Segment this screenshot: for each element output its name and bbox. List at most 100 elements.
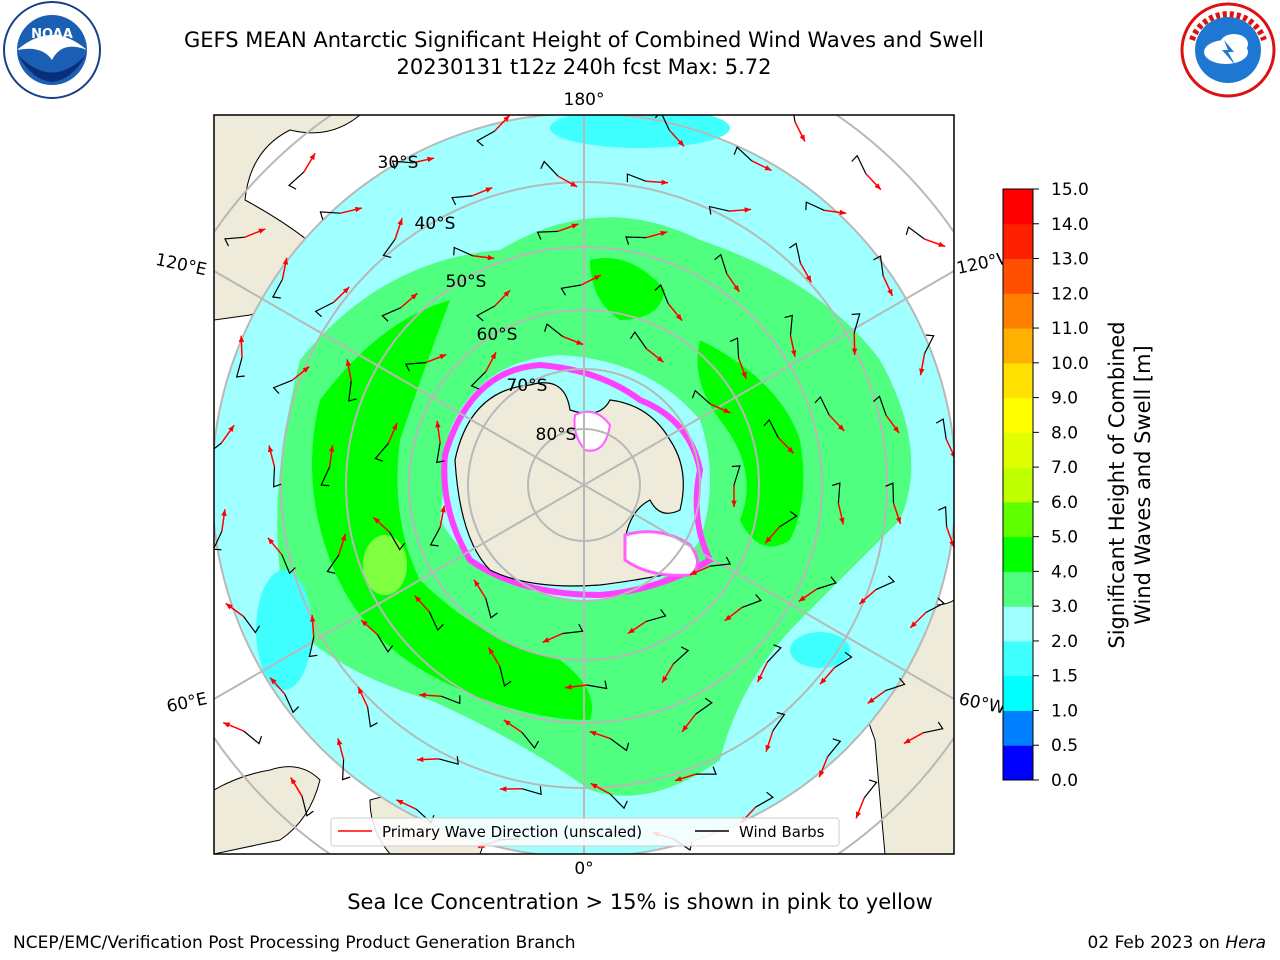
- wave-arrow-head: [354, 206, 362, 213]
- wind-barb: [272, 379, 293, 395]
- wind-barb: [404, 362, 426, 372]
- colorbar-segment: [1003, 397, 1033, 433]
- wave-arrow-head: [329, 445, 335, 452]
- wave-arrow-head: [487, 254, 495, 261]
- wave-arrow-head: [419, 692, 426, 698]
- wave-arrow-head: [819, 770, 825, 778]
- wave-arrow-head: [396, 799, 404, 805]
- wind-barb: [696, 766, 717, 775]
- wave-band-4-5: [312, 300, 592, 720]
- wind-barb: [476, 305, 495, 322]
- wave-arrow-head: [859, 597, 866, 605]
- graticule: [214, 115, 954, 854]
- wind-barb: [540, 160, 559, 177]
- wave-arrow-head: [337, 738, 343, 746]
- wind-barb: [436, 442, 445, 464]
- wind-barb: [834, 651, 853, 669]
- colorbar-tick-label: 10.0: [1051, 354, 1089, 374]
- wind-barb: [476, 130, 495, 147]
- wave-arrow-head: [488, 647, 495, 655]
- wind-barb: [827, 738, 842, 758]
- wave-arrow-head: [660, 230, 668, 237]
- colorbar-label-line1: Significant Height of Combined: [1105, 321, 1129, 648]
- lon-label-60w: 60°W: [957, 689, 1007, 718]
- colorbar-tick-label: 6.0: [1051, 493, 1078, 513]
- colorbar-tick-label: 1.5: [1051, 667, 1078, 687]
- wave-arrow-head: [903, 738, 911, 744]
- wave-arrow-head: [765, 744, 771, 752]
- wave-arrow-head: [675, 313, 683, 321]
- wave-arrow-head: [258, 228, 266, 234]
- wave-arrow-head: [950, 452, 954, 458]
- wind-barb: [287, 171, 305, 190]
- wind-barb: [438, 756, 459, 765]
- wind-barb: [772, 711, 786, 732]
- lon-label-120e: 120°E: [154, 250, 209, 280]
- wave-arrow-head: [490, 352, 496, 360]
- wave-arrow-head: [805, 275, 812, 283]
- wind-barb: [654, 283, 669, 304]
- wave-arrow-head: [839, 209, 847, 216]
- wave-arrow-head: [675, 776, 682, 782]
- colorbar-segment: [1003, 745, 1033, 781]
- wind-barb: [440, 695, 461, 705]
- wind-barb: [885, 677, 906, 692]
- wind-barb: [654, 115, 670, 131]
- wind-barb: [875, 575, 896, 591]
- wind-barb: [374, 442, 389, 462]
- wind-barb: [429, 527, 441, 547]
- wave-arrow-head: [690, 569, 697, 575]
- wave-direction-arrows: [220, 115, 954, 849]
- wave-arrow-head: [358, 687, 364, 695]
- colorbar-tick-label: 5.0: [1051, 528, 1078, 548]
- wind-barb: [779, 510, 798, 528]
- wind-barb: [923, 334, 935, 354]
- wave-arrow-head: [282, 257, 289, 265]
- wind-barb: [708, 205, 730, 215]
- wave-arrow-head: [731, 500, 737, 507]
- wave-arrow-head: [887, 288, 893, 296]
- wave-arrow-head: [919, 368, 925, 376]
- noaa-logo-text: NOAA: [31, 27, 73, 42]
- colorbar-segment: [1003, 362, 1033, 399]
- wind-barb: [691, 389, 711, 405]
- wind-barb: [301, 796, 314, 817]
- wave-arrow-head: [290, 777, 297, 785]
- wind-barb: [314, 301, 334, 318]
- colorbar-segment: [1003, 223, 1033, 260]
- wave-arrow-head: [723, 407, 731, 413]
- wind-barb: [536, 230, 558, 240]
- wind-barb: [586, 680, 608, 690]
- wave-arrow-head: [757, 675, 763, 683]
- wave-arrow-head: [427, 156, 434, 163]
- colorbar-tick-label: 13.0: [1051, 250, 1089, 270]
- wave-arrow-head: [589, 731, 597, 737]
- wind-barb: [521, 786, 542, 796]
- wave-arrow-head: [439, 354, 447, 360]
- wind-barb: [814, 395, 830, 416]
- wind-barb: [935, 418, 947, 439]
- wind-barb: [560, 284, 582, 296]
- wave-arrow-head: [221, 509, 227, 517]
- wind-barb: [741, 594, 762, 608]
- wind-barb: [863, 779, 878, 799]
- wave-arrow-head: [593, 275, 601, 281]
- wave-arrow-head: [874, 183, 881, 190]
- colorbar-tick-label: 4.0: [1051, 562, 1078, 582]
- wind-barb: [499, 666, 512, 687]
- wave-arrow-head: [340, 534, 347, 541]
- wind-barb: [272, 466, 282, 488]
- antarctica-land: [454, 382, 691, 587]
- wind-barb: [235, 357, 245, 378]
- wave-arrow-head: [765, 536, 772, 544]
- wave-arrow-head: [268, 445, 274, 453]
- wave-band-4-5-east: [697, 340, 804, 547]
- wind-barb: [320, 466, 331, 487]
- wave-arrow-head: [590, 783, 598, 789]
- wave-arrow-head: [302, 366, 310, 373]
- lon-label-180: 180°: [564, 90, 605, 110]
- wave-arrow-head: [503, 720, 511, 726]
- wind-barb: [281, 554, 296, 575]
- wind-barb: [710, 556, 732, 567]
- weddell-sea-ice: [623, 530, 699, 577]
